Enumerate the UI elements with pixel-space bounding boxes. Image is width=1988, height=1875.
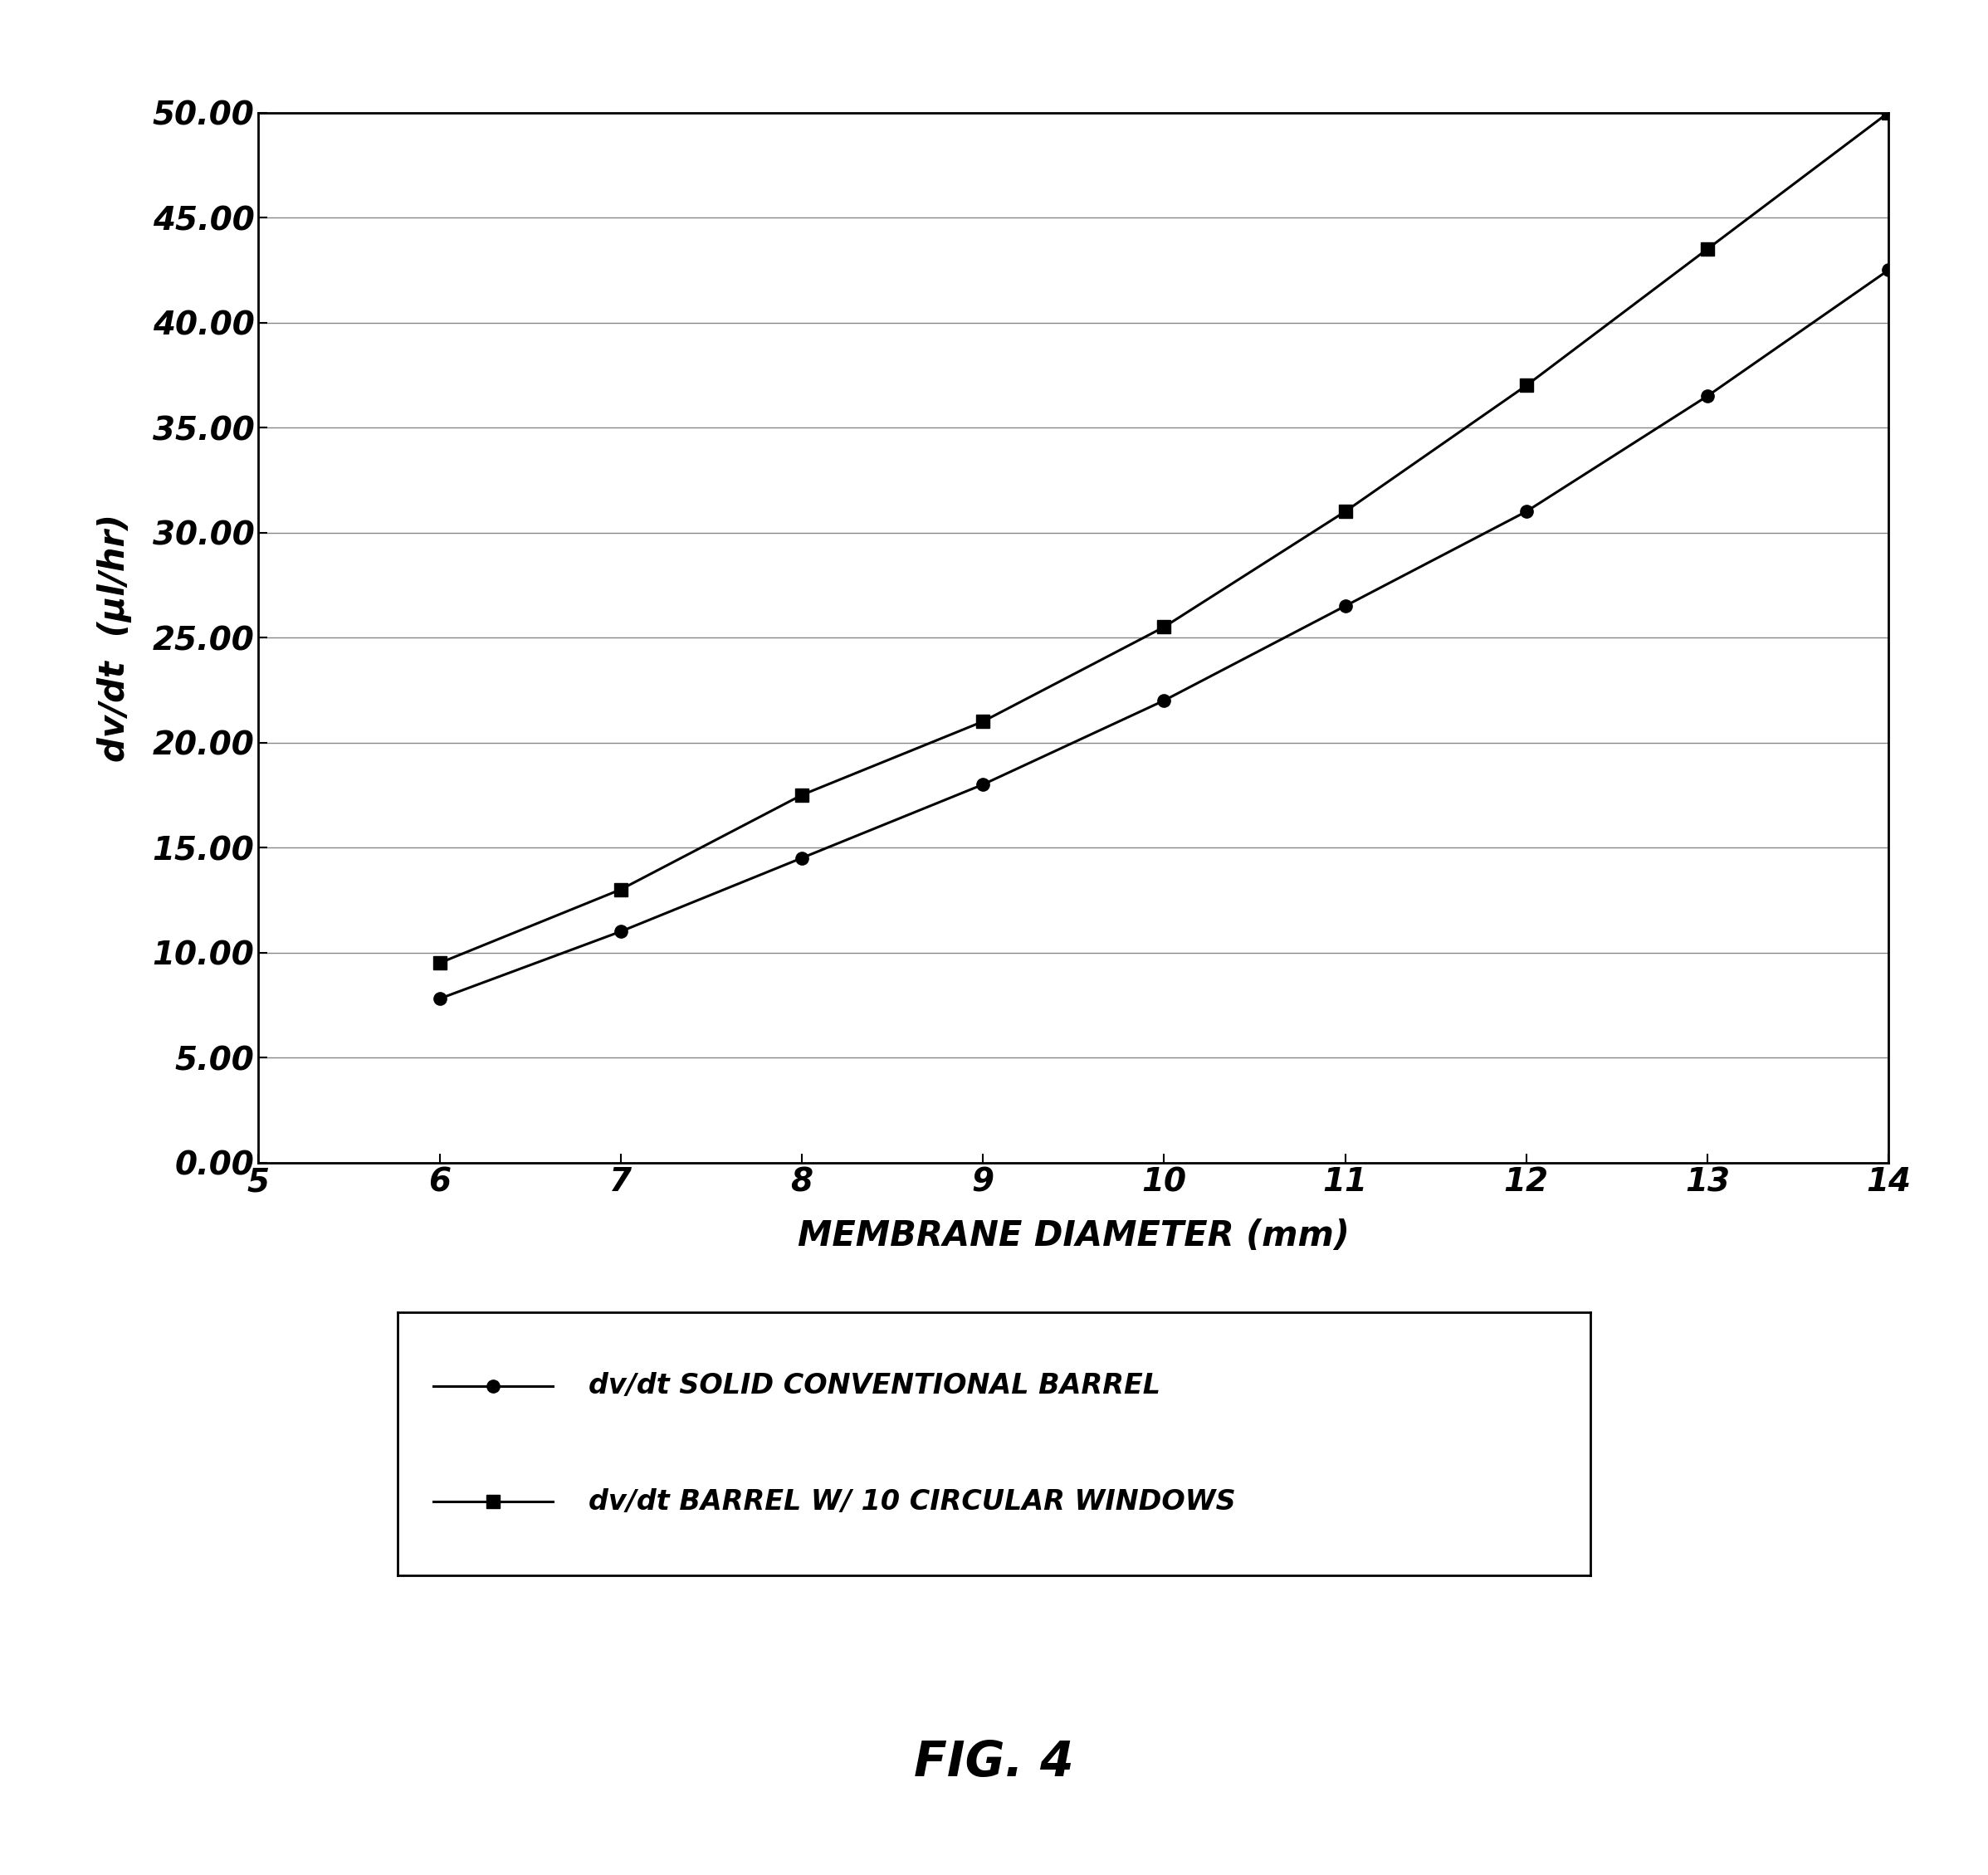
dv/dt BARREL W/ 10 CIRCULAR WINDOWS: [1334, 501, 1358, 523]
dv/dt SOLID CONVENTIONAL BARREL: [1515, 501, 1539, 523]
Line: dv/dt BARREL W/ 10 CIRCULAR WINDOWS: dv/dt BARREL W/ 10 CIRCULAR WINDOWS: [433, 107, 1895, 969]
Line: dv/dt SOLID CONVENTIONAL BARREL: dv/dt SOLID CONVENTIONAL BARREL: [433, 264, 1895, 1005]
dv/dt SOLID CONVENTIONAL BARREL: [427, 988, 451, 1011]
dv/dt SOLID CONVENTIONAL BARREL: [1696, 384, 1720, 407]
dv/dt SOLID CONVENTIONAL BARREL: [789, 848, 813, 870]
dv/dt SOLID CONVENTIONAL BARREL: [1877, 259, 1901, 281]
Y-axis label: dv/dt  (μl/hr): dv/dt (μl/hr): [97, 514, 131, 761]
dv/dt BARREL W/ 10 CIRCULAR WINDOWS: [970, 711, 994, 733]
dv/dt BARREL W/ 10 CIRCULAR WINDOWS: [1153, 615, 1177, 638]
dv/dt SOLID CONVENTIONAL BARREL: [1334, 594, 1358, 617]
Text: dv/dt BARREL W/ 10 CIRCULAR WINDOWS: dv/dt BARREL W/ 10 CIRCULAR WINDOWS: [588, 1487, 1237, 1515]
dv/dt BARREL W/ 10 CIRCULAR WINDOWS: [1515, 375, 1539, 398]
Text: dv/dt SOLID CONVENTIONAL BARREL: dv/dt SOLID CONVENTIONAL BARREL: [588, 1372, 1161, 1401]
dv/dt SOLID CONVENTIONAL BARREL: [970, 772, 994, 795]
dv/dt BARREL W/ 10 CIRCULAR WINDOWS: [608, 878, 632, 900]
dv/dt BARREL W/ 10 CIRCULAR WINDOWS: [1877, 101, 1901, 124]
Text: FIG. 4: FIG. 4: [914, 1738, 1074, 1787]
dv/dt BARREL W/ 10 CIRCULAR WINDOWS: [789, 784, 813, 806]
dv/dt BARREL W/ 10 CIRCULAR WINDOWS: [1696, 238, 1720, 261]
dv/dt SOLID CONVENTIONAL BARREL: [608, 921, 632, 943]
X-axis label: MEMBRANE DIAMETER (mm): MEMBRANE DIAMETER (mm): [797, 1219, 1350, 1254]
dv/dt BARREL W/ 10 CIRCULAR WINDOWS: [427, 953, 451, 975]
dv/dt SOLID CONVENTIONAL BARREL: [1153, 690, 1177, 713]
